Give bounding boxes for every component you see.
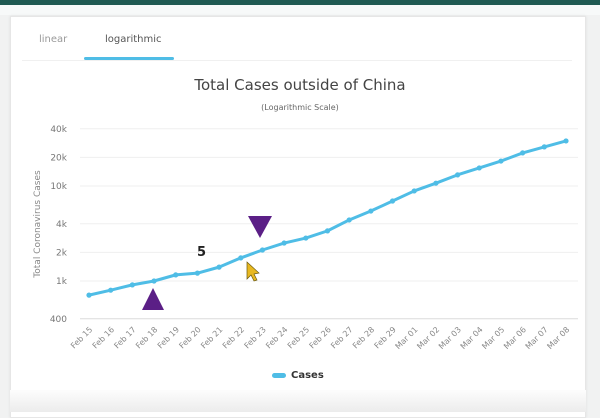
annotation-number: 5	[197, 245, 207, 260]
chart-title: Total Cases outside of China	[194, 76, 406, 94]
chart-card	[10, 16, 586, 418]
legend-label: Cases	[291, 370, 324, 381]
data-point[interactable]	[151, 278, 157, 284]
data-point[interactable]	[259, 247, 266, 253]
data-point[interactable]	[129, 282, 135, 288]
x-tick-label: Feb 15	[69, 325, 94, 350]
chart-subtitle: (Logarithmic Scale)	[261, 103, 339, 112]
y-tick-label: 400	[50, 315, 67, 325]
x-tick-label: Feb 25	[286, 325, 311, 350]
x-tick-label: Feb 19	[156, 325, 181, 350]
data-point[interactable]	[86, 292, 92, 298]
x-tick-label: Feb 16	[91, 325, 116, 350]
data-point[interactable]	[454, 172, 461, 178]
y-tick-label: 1k	[56, 277, 68, 287]
x-tick-label: Mar 03	[437, 325, 463, 351]
data-point[interactable]	[541, 144, 547, 150]
y-tick-label: 20k	[50, 153, 67, 163]
data-point[interactable]	[346, 217, 352, 223]
x-tick-label: Mar 08	[545, 325, 571, 351]
x-tick-label: Feb 17	[112, 325, 137, 350]
data-point[interactable]	[476, 165, 482, 171]
x-tick-label: Feb 18	[134, 325, 159, 350]
triangle-down-marker	[248, 216, 272, 238]
x-tick-label: Mar 07	[524, 325, 550, 351]
data-point[interactable]	[498, 158, 504, 164]
bottom-edge	[10, 390, 586, 412]
x-tick-label: Mar 02	[415, 325, 441, 351]
data-point[interactable]	[411, 188, 417, 194]
y-tick-label: 40k	[50, 125, 67, 135]
x-tick-label: Feb 22	[221, 325, 246, 350]
legend-item-cases[interactable]: Cases	[272, 370, 324, 381]
legend-swatch	[272, 373, 286, 378]
data-point[interactable]	[324, 228, 331, 234]
x-tick-label: Feb 26	[308, 325, 333, 350]
x-tick-label: Feb 21	[199, 325, 224, 350]
data-point[interactable]	[389, 198, 396, 204]
top-strip	[0, 5, 600, 15]
x-tick-label: Mar 01	[394, 325, 420, 351]
x-tick-label: Mar 06	[502, 325, 528, 351]
data-point[interactable]	[194, 270, 201, 276]
y-tick-label: 2k	[56, 248, 68, 258]
x-tick-label: Feb 27	[329, 325, 354, 350]
x-tick-label: Feb 28	[351, 325, 376, 350]
x-tick-label: Mar 05	[480, 325, 506, 351]
y-tick-label: 10k	[50, 182, 67, 192]
x-tick-label: Feb 23	[242, 325, 267, 350]
data-point[interactable]	[563, 138, 569, 144]
x-tick-label: Mar 04	[459, 325, 485, 351]
data-point[interactable]	[520, 150, 526, 156]
window-top-bar	[0, 0, 600, 5]
cases-line	[87, 139, 568, 297]
data-point[interactable]	[433, 180, 439, 186]
y-tick-label: 4k	[56, 220, 68, 230]
tab-logarithmic[interactable]: logarithmic	[105, 34, 162, 45]
data-point[interactable]	[281, 240, 287, 246]
data-point[interactable]	[216, 264, 222, 270]
data-point[interactable]	[173, 272, 179, 278]
data-point[interactable]	[368, 208, 374, 214]
active-tab-indicator	[84, 57, 174, 60]
y-axis-label: Total Coronavirus Cases	[33, 170, 43, 279]
triangle-up-marker	[142, 288, 164, 310]
mouse-cursor-icon	[246, 261, 260, 282]
data-point[interactable]	[238, 255, 244, 261]
data-point[interactable]	[303, 235, 309, 241]
data-point[interactable]	[108, 287, 114, 293]
scale-tabs: linear logarithmic	[22, 24, 572, 61]
x-tick-label: Feb 20	[177, 325, 202, 350]
tab-linear[interactable]: linear	[39, 34, 68, 45]
x-tick-label: Feb 24	[264, 325, 289, 350]
